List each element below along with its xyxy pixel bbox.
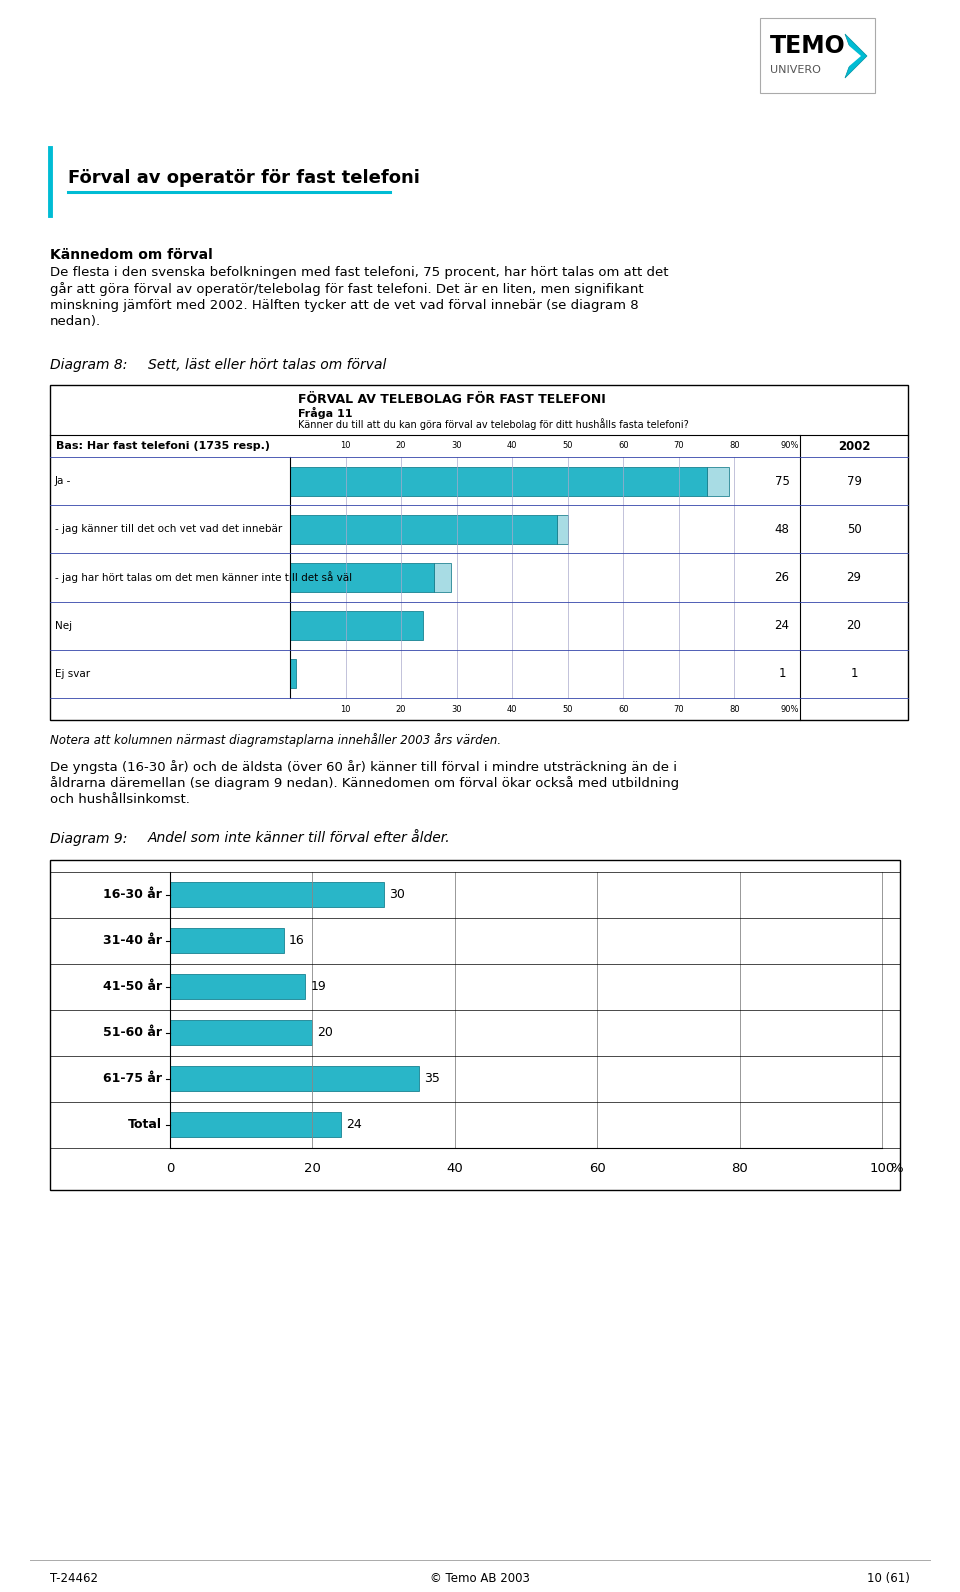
Text: 90%: 90% [780, 705, 800, 713]
Text: 41-50 år: 41-50 år [103, 981, 162, 993]
Bar [290, 466, 707, 495]
Polygon shape [845, 33, 867, 78]
Text: 51-60 år: 51-60 år [103, 1025, 162, 1040]
Text: 61-75 år: 61-75 år [103, 1071, 162, 1086]
Text: 20: 20 [304, 1162, 321, 1175]
Bar [50, 860, 900, 1189]
Text: © Temo AB 2003: © Temo AB 2003 [430, 1571, 530, 1586]
Text: De yngsta (16-30 år) och de äldsta (över 60 år) känner till förval i mindre utst: De yngsta (16-30 år) och de äldsta (över… [50, 759, 677, 774]
Text: Total: Total [128, 1118, 162, 1130]
Text: 80: 80 [730, 441, 740, 451]
Text: 40: 40 [507, 705, 517, 713]
Text: De flesta i den svenska befolkningen med fast telefoni, 75 procent, har hört tal: De flesta i den svenska befolkningen med… [50, 266, 668, 279]
Text: 16-30 år: 16-30 år [103, 888, 162, 901]
Text: 1: 1 [779, 667, 785, 680]
Text: TEMO: TEMO [770, 33, 846, 57]
Text: Notera att kolumnen närmast diagramstaplarna innehåller 2003 års värden.: Notera att kolumnen närmast diagramstapl… [50, 732, 501, 747]
Text: 48: 48 [775, 522, 789, 537]
Text: 90%: 90% [780, 441, 800, 451]
Bar [290, 564, 435, 592]
Text: 16: 16 [289, 935, 304, 947]
Text: 50: 50 [563, 705, 573, 713]
Text: T-24462: T-24462 [50, 1571, 98, 1586]
Text: 10 (61): 10 (61) [867, 1571, 910, 1586]
Text: 20: 20 [847, 619, 861, 632]
Text: 60: 60 [588, 1162, 606, 1175]
Text: 31-40 år: 31-40 år [103, 935, 162, 947]
Text: Ej svar: Ej svar [55, 669, 90, 678]
Bar [707, 466, 729, 495]
Text: 29: 29 [847, 572, 861, 584]
Text: 26: 26 [775, 572, 789, 584]
Text: 70: 70 [674, 441, 684, 451]
Bar [290, 659, 296, 688]
Bar [50, 385, 908, 720]
Bar [170, 1111, 341, 1137]
Text: Nej: Nej [55, 621, 72, 630]
Text: 50: 50 [563, 441, 573, 451]
Text: 1: 1 [851, 667, 857, 680]
Text: 30: 30 [451, 705, 462, 713]
Text: 100: 100 [870, 1162, 895, 1175]
Bar [290, 611, 423, 640]
Text: och hushållsinkomst.: och hushållsinkomst. [50, 793, 190, 806]
Text: Kännedom om förval: Kännedom om förval [50, 248, 213, 263]
Text: 35: 35 [424, 1071, 440, 1086]
Bar [170, 1067, 420, 1091]
Text: 2002: 2002 [838, 439, 871, 452]
Bar [170, 928, 284, 954]
Text: UNIVERO: UNIVERO [770, 65, 821, 75]
Text: 24: 24 [775, 619, 789, 632]
Bar [290, 514, 557, 544]
Bar [760, 18, 875, 92]
Text: 70: 70 [674, 705, 684, 713]
Text: 75: 75 [775, 474, 789, 487]
Bar [170, 882, 384, 907]
Text: Diagram 9:: Diagram 9: [50, 831, 128, 845]
Text: %: % [890, 1162, 902, 1175]
Text: åldrarna däremellan (se diagram 9 nedan). Kännedomen om förval ökar också med ut: åldrarna däremellan (se diagram 9 nedan)… [50, 777, 679, 791]
Text: 30: 30 [451, 441, 462, 451]
Text: - jag känner till det och vet vad det innebär: - jag känner till det och vet vad det in… [55, 524, 282, 535]
Text: 20: 20 [396, 705, 406, 713]
Text: Sett, läst eller hört talas om förval: Sett, läst eller hört talas om förval [148, 358, 386, 373]
Text: 20: 20 [318, 1025, 333, 1040]
Text: Ja -: Ja - [55, 476, 71, 486]
Text: minskning jämfört med 2002. Hälften tycker att de vet vad förval innebär (se dia: minskning jämfört med 2002. Hälften tyck… [50, 299, 638, 312]
Text: 10: 10 [340, 705, 350, 713]
Text: - jag har hört talas om det men känner inte till det så väl: - jag har hört talas om det men känner i… [55, 572, 352, 583]
Text: 80: 80 [730, 705, 740, 713]
Text: Diagram 8:: Diagram 8: [50, 358, 128, 373]
Text: går att göra förval av operatör/telebolag för fast telefoni. Det är en liten, me: går att göra förval av operatör/telebola… [50, 282, 643, 296]
Text: 60: 60 [618, 441, 629, 451]
Text: 40: 40 [507, 441, 517, 451]
Bar [435, 564, 451, 592]
Polygon shape [847, 45, 861, 68]
Text: 19: 19 [310, 981, 326, 993]
Bar [557, 514, 567, 544]
Text: Bas: Har fast telefoni (1735 resp.): Bas: Har fast telefoni (1735 resp.) [56, 441, 270, 451]
Text: 20: 20 [396, 441, 406, 451]
Text: 40: 40 [446, 1162, 463, 1175]
Text: 10: 10 [340, 441, 350, 451]
Text: Fråga 11: Fråga 11 [298, 408, 352, 419]
Text: 30: 30 [389, 888, 404, 901]
Text: 80: 80 [732, 1162, 748, 1175]
Text: 79: 79 [847, 474, 861, 487]
Text: Förval av operatör för fast telefoni: Förval av operatör för fast telefoni [68, 169, 420, 186]
Text: 60: 60 [618, 705, 629, 713]
Bar [170, 1020, 312, 1046]
Text: Andel som inte känner till förval efter ålder.: Andel som inte känner till förval efter … [148, 831, 450, 845]
Text: Känner du till att du kan göra förval av telebolag för ditt hushålls fasta telef: Känner du till att du kan göra förval av… [298, 419, 688, 430]
Text: nedan).: nedan). [50, 315, 101, 328]
Bar [170, 974, 305, 1000]
Text: 24: 24 [346, 1118, 362, 1130]
Text: 50: 50 [847, 522, 861, 537]
Text: FÖRVAL AV TELEBOLAG FÖR FAST TELEFONI: FÖRVAL AV TELEBOLAG FÖR FAST TELEFONI [298, 393, 606, 406]
Text: 0: 0 [166, 1162, 174, 1175]
